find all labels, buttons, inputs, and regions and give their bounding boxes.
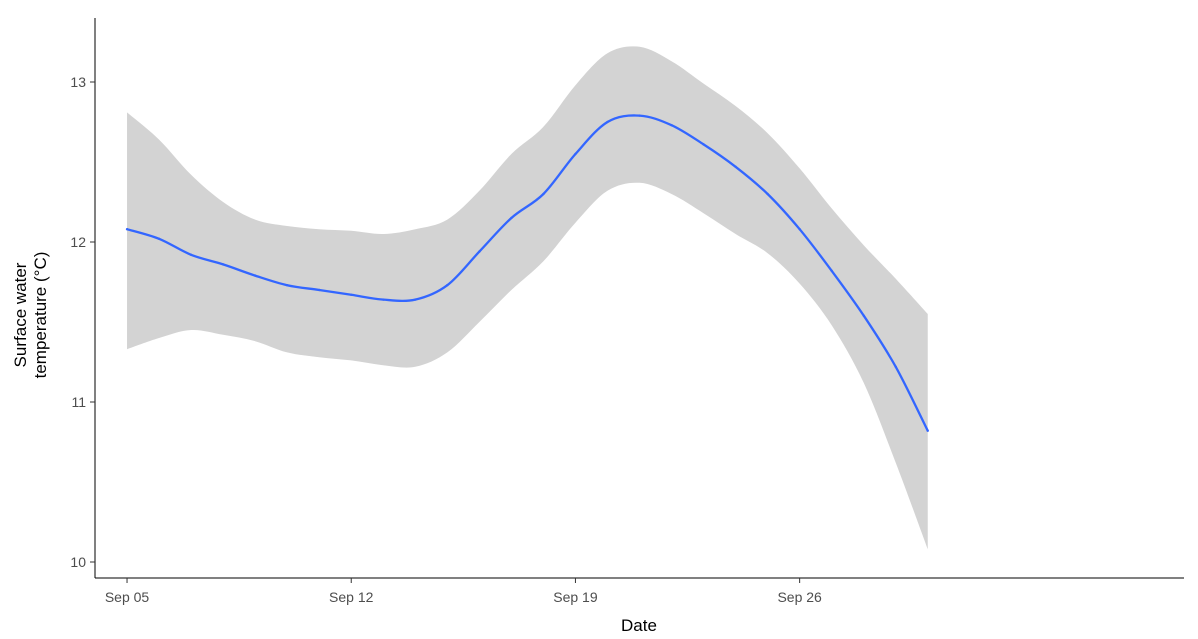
trend-point-10 [414,298,417,301]
x-tick-label: Sep 26 [777,589,822,605]
trend-point-7 [318,288,321,292]
trend-point-12 [478,250,481,253]
trend-point-25 [894,365,897,368]
trend-point-3 [189,253,193,256]
y-axis-ticks: 10 11 12 13 [70,74,95,570]
x-tick-label: Sep 12 [329,589,374,605]
trend-point-16 [606,120,609,124]
trend-point-26 [926,429,929,432]
x-axis-ticks: Sep 05 Sep 12 Sep 19 Sep 26 [105,578,822,605]
trend-point-15 [574,152,577,156]
trend-point-24 [862,314,865,317]
x-tick-label: Sep 05 [105,589,150,605]
trend-point-14 [542,192,545,196]
trend-point-4 [221,263,225,266]
trend-line-layer [125,114,929,432]
trend-point-1 [125,228,129,231]
trend-point-23 [830,269,833,272]
trend-point-22 [798,228,801,231]
y-tick-label: 10 [70,554,86,570]
trend-point-11 [446,284,449,287]
trend-point-8 [350,293,353,296]
confidence-band-layer [127,46,928,550]
trend-point-6 [285,284,289,287]
x-axis-title: Date [621,616,657,635]
trend-point-5 [253,274,257,277]
y-tick-label: 13 [70,74,86,90]
trend-point-20 [734,165,737,168]
trend-point-17 [638,114,641,117]
trend-point-21 [766,192,769,196]
y-axis-title-line-2: temperature (°C) [31,252,50,379]
trend-point-18 [670,124,673,127]
confidence-band-1 [127,46,928,550]
y-tick-label: 12 [70,234,86,250]
trend-point-19 [702,143,705,146]
x-tick-label: Sep 19 [553,589,598,605]
y-tick-label: 11 [71,394,86,410]
trend-point-9 [382,298,385,301]
trend-point-13 [510,216,513,220]
trend-point-2 [157,237,161,240]
y-axis-title-line-1: Surface water [11,262,30,367]
